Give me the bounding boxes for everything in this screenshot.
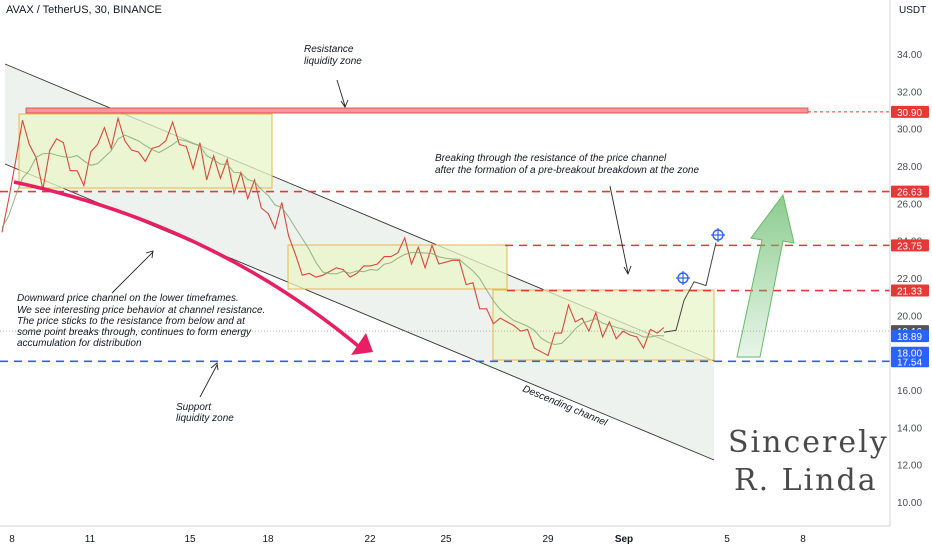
resistance-band [25, 107, 809, 114]
x-tick-label: 25 [440, 534, 452, 545]
level-lines [0, 111, 890, 363]
y-tick-label: 22.00 [897, 274, 922, 285]
x-tick-label: 15 [184, 534, 196, 545]
price-tag-bg [891, 284, 929, 297]
x-tick-label: Sep [615, 534, 633, 545]
currency-unit: USDT [899, 5, 927, 16]
target-marker-2[interactable] [711, 228, 725, 242]
x-tick-label: 11 [85, 534, 96, 545]
y-tick-label: 32.00 [897, 87, 922, 98]
y-tick-label: 30.00 [897, 125, 922, 136]
annotation-support: Support liquidity zone [176, 402, 234, 424]
price-tag-label: 17.54 [897, 357, 922, 368]
price-tag-label: 26.63 [897, 188, 922, 199]
price-tag-label: 30.90 [897, 108, 922, 119]
annotation-resistance: Resistance liquidity zone [304, 44, 362, 67]
price-tag-label: 23.75 [897, 241, 922, 252]
y-tick-label: 34.00 [897, 50, 922, 61]
annotation-pointers [111, 79, 632, 398]
zone-box-1 [18, 113, 273, 189]
price-tag-bg [891, 185, 929, 198]
y-tick-label: 28.00 [897, 162, 922, 173]
price-tag-label: 21.33 [897, 287, 922, 298]
price-tag-bg [891, 239, 929, 252]
time-axis[interactable]: 8 11 15 18 22 25 29 Sep 5 8 [9, 534, 806, 545]
x-tick-label: 8 [9, 534, 15, 545]
x-tick-label: 8 [800, 534, 806, 545]
moving-average-line [1, 134, 665, 346]
green-up-arrow [736, 193, 795, 358]
projection-path [663, 242, 717, 333]
x-tick-label: 18 [262, 534, 274, 545]
annotation-breakout: Breaking through the resistance of the p… [435, 153, 699, 176]
curved-red-arrowhead [351, 333, 373, 355]
chart-title: AVAX / TetherUS, 30, BINANCE [6, 4, 162, 16]
y-tick-label: 16.00 [897, 386, 922, 397]
curved-red-arrow [13, 180, 365, 352]
price-tag-label: 18.00 [897, 349, 922, 360]
price-tag-bg [891, 105, 929, 118]
x-tick-label: 29 [542, 534, 554, 545]
annotation-channel: Downward price channel on the lower time… [17, 293, 268, 349]
y-tick-label: 14.00 [897, 423, 922, 434]
y-tick-label: 26.00 [897, 199, 922, 210]
y-tick-label: 12.00 [897, 461, 922, 472]
price-series-line [1, 116, 665, 357]
zone-box-2 [287, 244, 508, 290]
y-tick-label: 20.00 [897, 311, 922, 322]
x-tick-label: 5 [724, 534, 730, 545]
target-marker-1[interactable] [676, 271, 690, 285]
price-tag-label: 18.89 [897, 332, 922, 343]
price-tag-bg [891, 330, 929, 343]
y-tick-label: 10.00 [897, 498, 922, 509]
price-tag-bg [891, 346, 929, 359]
signature-line-2: R. Linda [734, 463, 878, 498]
zone-box-3 [492, 289, 715, 361]
signature-line-1: Sincerely [728, 425, 889, 460]
x-tick-label: 22 [364, 534, 376, 545]
